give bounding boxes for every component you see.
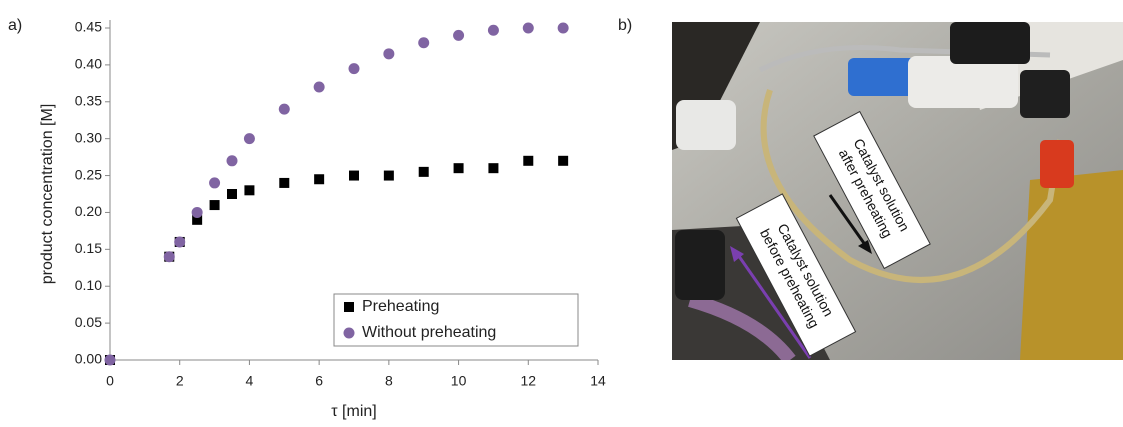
legend-box (333, 293, 579, 347)
marker (349, 170, 359, 181)
y-tick-label: 0.45 (75, 19, 102, 35)
legend-swatch (344, 302, 354, 312)
legend: Preheating Without preheating (333, 293, 579, 347)
y-tick-label: 0.35 (75, 92, 102, 108)
x-tick-label: 6 (315, 373, 323, 389)
x-tick-label: 8 (385, 373, 393, 389)
marker (226, 155, 238, 167)
marker (174, 236, 186, 248)
marker (558, 155, 569, 166)
marker (244, 185, 255, 196)
marker (278, 103, 290, 115)
x-axis-label: τ [min] (331, 403, 376, 420)
marker (523, 155, 534, 166)
photo: Catalyst solutionafter preheating Cataly… (672, 22, 1123, 360)
marker (453, 29, 465, 41)
marker (557, 22, 569, 34)
marker (314, 174, 325, 185)
y-tick-label: 0.20 (75, 203, 102, 219)
x-tick-label: 12 (520, 373, 536, 389)
x-tick-label: 10 (451, 373, 467, 389)
x-tick-label: 4 (246, 373, 254, 389)
y-tick-label: 0.10 (75, 277, 102, 293)
marker (209, 200, 220, 211)
marker (313, 81, 325, 93)
panel-label: b) (618, 17, 632, 34)
y-tick-label: 0.30 (75, 129, 102, 145)
legend-label: Preheating (362, 298, 439, 315)
marker (348, 63, 360, 75)
marker (488, 163, 499, 174)
x-tick-label: 14 (590, 373, 606, 389)
marker (227, 189, 237, 199)
marker (418, 37, 430, 49)
y-tick-label: 0.05 (75, 314, 102, 330)
y-tick-label: 0.25 (75, 166, 102, 182)
marker (418, 166, 429, 177)
marker (383, 48, 395, 60)
marker (209, 177, 221, 189)
y-tick-label: 0.00 (75, 351, 102, 367)
marker (192, 214, 203, 225)
marker (243, 133, 255, 145)
series (104, 22, 569, 366)
marker (522, 22, 534, 34)
marker (383, 170, 394, 181)
y-axis-label: product concentration [M] (39, 104, 56, 285)
x-tick-label: 2 (176, 373, 184, 389)
y-tick-label: 0.15 (75, 240, 102, 256)
plot-area: 0.00 0.05 0.10 0.15 0.20 0.25 0.30 0.35 0.40 0.45… (75, 19, 606, 389)
legend-label: Without preheating (362, 324, 496, 341)
marker (279, 177, 290, 188)
marker (453, 163, 464, 174)
marker (191, 206, 203, 218)
marker (163, 251, 175, 263)
y-tick-label: 0.40 (75, 56, 102, 72)
marker (104, 354, 116, 366)
x-tick-label: 0 (106, 373, 114, 389)
legend-swatch (343, 327, 355, 339)
panel-label: a) (8, 17, 22, 34)
marker (487, 24, 499, 36)
